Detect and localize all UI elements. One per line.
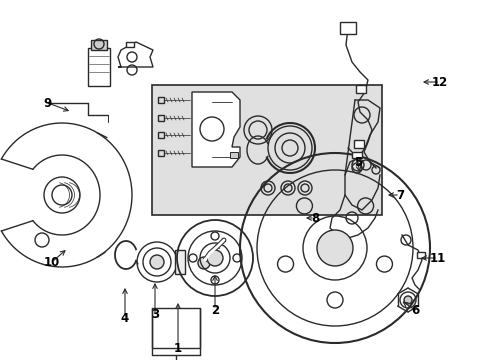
Bar	[351, 152, 361, 158]
Bar	[158, 97, 163, 103]
Polygon shape	[192, 92, 240, 167]
Circle shape	[206, 250, 223, 266]
Text: 2: 2	[210, 303, 219, 316]
Circle shape	[403, 296, 411, 304]
Bar	[339, 22, 355, 34]
Text: 12: 12	[431, 76, 447, 89]
Text: 3: 3	[151, 309, 159, 321]
Bar	[152, 85, 381, 215]
Bar	[229, 152, 238, 158]
Bar	[126, 42, 134, 47]
Bar	[152, 308, 200, 348]
Bar	[416, 252, 424, 258]
Text: 1: 1	[174, 342, 182, 355]
Text: 8: 8	[310, 212, 319, 225]
Text: 9: 9	[44, 96, 52, 109]
Bar	[353, 140, 363, 148]
Text: 10: 10	[44, 256, 60, 269]
Text: 5: 5	[353, 156, 362, 168]
Bar	[91, 40, 107, 50]
Bar	[158, 115, 163, 121]
Text: 7: 7	[395, 189, 403, 202]
Bar	[355, 85, 365, 93]
Polygon shape	[118, 42, 153, 67]
Circle shape	[198, 257, 209, 269]
Bar	[88, 48, 110, 86]
Text: 11: 11	[429, 252, 445, 265]
Bar	[158, 150, 163, 156]
Text: 6: 6	[410, 303, 418, 316]
Circle shape	[150, 255, 163, 269]
Text: 4: 4	[121, 311, 129, 324]
Bar	[158, 132, 163, 138]
Circle shape	[282, 140, 297, 156]
Bar	[175, 250, 184, 274]
Circle shape	[316, 230, 352, 266]
